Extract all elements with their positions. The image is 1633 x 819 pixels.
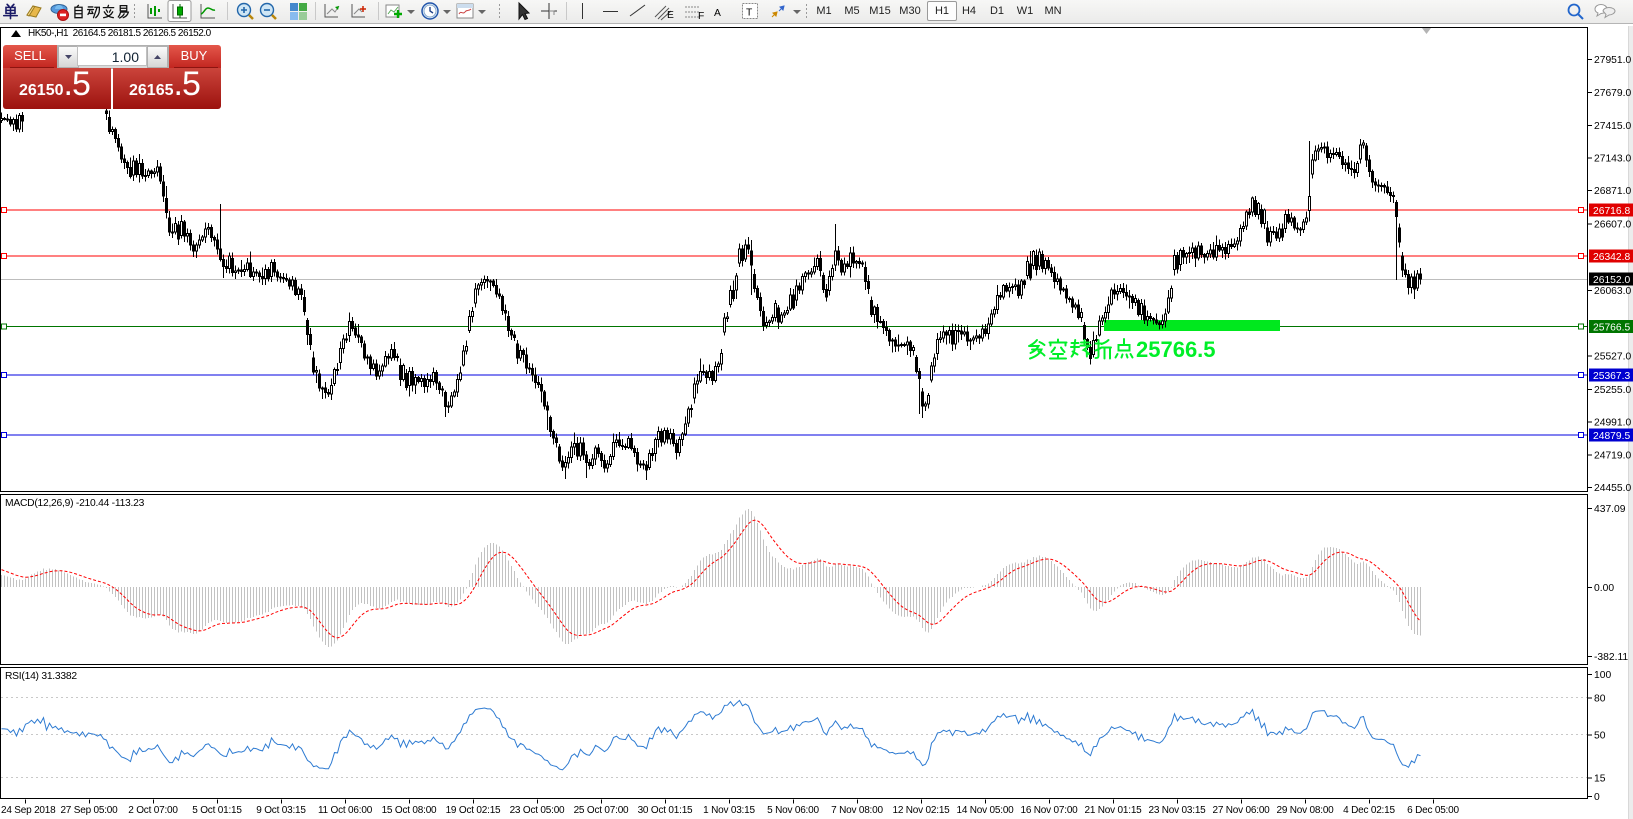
svg-text:4 Dec 02:15: 4 Dec 02:15 (1343, 805, 1395, 816)
svg-text:26716.8: 26716.8 (1593, 206, 1630, 217)
svg-text:27951.0: 27951.0 (1594, 55, 1631, 66)
svg-text:100: 100 (1594, 670, 1611, 681)
svg-text:23 Oct 05:00: 23 Oct 05:00 (510, 805, 565, 816)
svg-text:2 Oct 07:00: 2 Oct 07:00 (128, 805, 178, 816)
svg-text:24719.0: 24719.0 (1594, 451, 1631, 462)
svg-text:21 Nov 01:15: 21 Nov 01:15 (1084, 805, 1142, 816)
svg-text:27 Nov 06:00: 27 Nov 06:00 (1212, 805, 1270, 816)
svg-text:5 Oct 01:15: 5 Oct 01:15 (192, 805, 242, 816)
svg-text:27143.0: 27143.0 (1594, 154, 1631, 165)
svg-text:30 Oct 01:15: 30 Oct 01:15 (638, 805, 693, 816)
svg-text:50: 50 (1594, 731, 1606, 742)
svg-text:26063.0: 26063.0 (1594, 286, 1631, 297)
svg-text:14 Nov 05:00: 14 Nov 05:00 (956, 805, 1014, 816)
svg-text:25 Oct 07:00: 25 Oct 07:00 (574, 805, 629, 816)
svg-text:MACD(12,26,9) -210.44 -113.23: MACD(12,26,9) -210.44 -113.23 (5, 498, 145, 509)
svg-text:24455.0: 24455.0 (1594, 483, 1631, 494)
svg-text:24991.0: 24991.0 (1594, 417, 1631, 428)
svg-text:6 Dec 05:00: 6 Dec 05:00 (1407, 805, 1459, 816)
svg-text:1 Nov 03:15: 1 Nov 03:15 (703, 805, 755, 816)
svg-text:25367.3: 25367.3 (1593, 371, 1630, 382)
svg-text:25255.0: 25255.0 (1594, 385, 1631, 396)
svg-text:26152.0: 26152.0 (1593, 275, 1630, 286)
svg-text:E: E (667, 10, 674, 21)
svg-text:437.09: 437.09 (1594, 504, 1626, 515)
svg-text:23 Nov 03:15: 23 Nov 03:15 (1148, 805, 1206, 816)
svg-text:0.00: 0.00 (1594, 583, 1614, 594)
svg-text:26871.0: 26871.0 (1594, 186, 1631, 197)
svg-text:7 Nov 08:00: 7 Nov 08:00 (831, 805, 883, 816)
svg-text:9 Oct 03:15: 9 Oct 03:15 (256, 805, 306, 816)
svg-text:26607.0: 26607.0 (1594, 219, 1631, 230)
svg-text:80: 80 (1594, 694, 1606, 705)
svg-text:24 Sep 2018: 24 Sep 2018 (1, 805, 56, 816)
svg-text:24879.5: 24879.5 (1593, 431, 1630, 442)
svg-text:15: 15 (1594, 774, 1606, 785)
svg-text:27415.0: 27415.0 (1594, 121, 1631, 132)
svg-text:5 Nov 06:00: 5 Nov 06:00 (767, 805, 819, 816)
svg-text:27679.0: 27679.0 (1594, 88, 1631, 99)
svg-text:26342.8: 26342.8 (1593, 252, 1630, 263)
svg-text:T: T (746, 8, 753, 19)
svg-text:RSI(14) 31.3382: RSI(14) 31.3382 (5, 671, 77, 682)
svg-text:A: A (714, 8, 721, 19)
svg-text:F: F (698, 11, 704, 22)
svg-text:25766.5: 25766.5 (1593, 322, 1630, 333)
svg-text:-382.11: -382.11 (1594, 652, 1628, 663)
svg-text:0: 0 (1594, 792, 1600, 803)
svg-text:11 Oct 06:00: 11 Oct 06:00 (318, 805, 373, 816)
svg-text:25766.5: 25766.5 (1136, 337, 1216, 362)
svg-text:15 Oct 08:00: 15 Oct 08:00 (382, 805, 437, 816)
svg-text:25527.0: 25527.0 (1594, 352, 1631, 363)
svg-text:27 Sep 05:00: 27 Sep 05:00 (60, 805, 118, 816)
svg-text:29 Nov 08:00: 29 Nov 08:00 (1276, 805, 1334, 816)
svg-text:12 Nov 02:15: 12 Nov 02:15 (892, 805, 950, 816)
svg-text:16 Nov 07:00: 16 Nov 07:00 (1020, 805, 1078, 816)
svg-text:19 Oct 02:15: 19 Oct 02:15 (446, 805, 501, 816)
